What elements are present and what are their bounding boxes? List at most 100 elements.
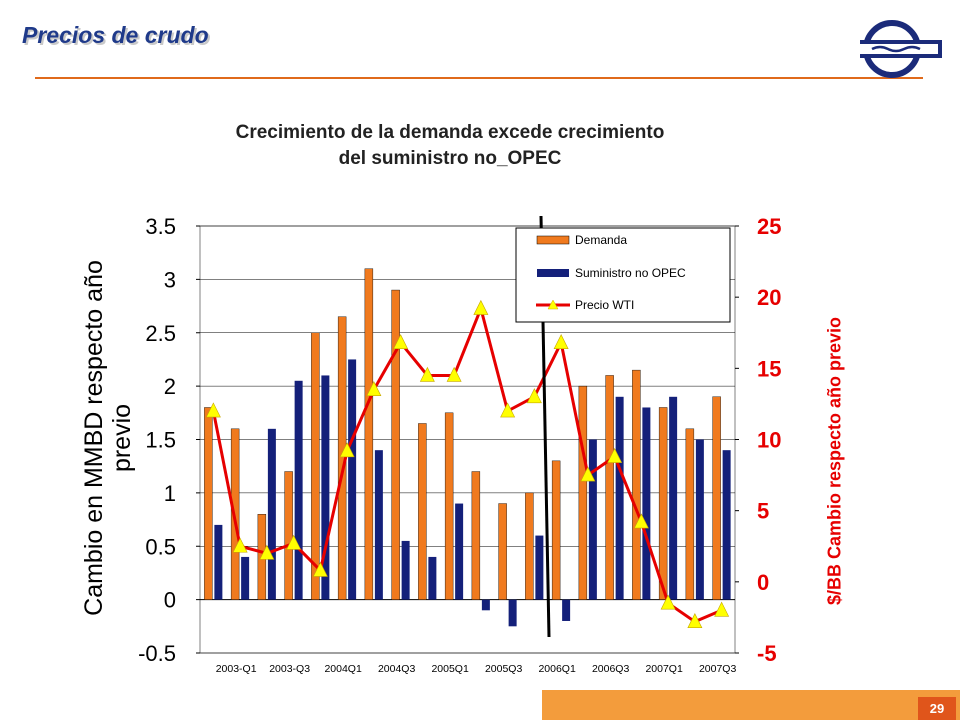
chart-title-line-1: Crecimiento de la demanda excede crecimi… bbox=[235, 122, 665, 143]
price-marker bbox=[366, 381, 382, 396]
x-tick-label: 2007Q3 bbox=[699, 663, 737, 675]
legend-label-precio: Precio WTI bbox=[575, 298, 634, 312]
x-tick-label: 2007Q1 bbox=[645, 663, 683, 675]
price-marker bbox=[312, 561, 328, 577]
price-marker bbox=[687, 613, 703, 628]
price-marker bbox=[500, 402, 516, 418]
x-tick-label: 2005Q1 bbox=[431, 663, 469, 675]
price-marker bbox=[232, 537, 248, 553]
right-axis: 25 20 15 10 5 0 -5 bbox=[735, 214, 781, 666]
bar-demanda bbox=[525, 492, 534, 600]
bar-demanda bbox=[658, 407, 668, 600]
bar-suministro bbox=[562, 599, 571, 621]
bar-demanda bbox=[712, 396, 721, 600]
legend-marker-precio bbox=[547, 299, 559, 310]
x-tick-label: 2003-Q1 bbox=[216, 663, 257, 675]
price-marker bbox=[419, 366, 435, 382]
bar-demanda bbox=[284, 471, 293, 600]
bar-demanda bbox=[578, 385, 588, 600]
bar-suministro bbox=[669, 396, 678, 600]
legend-label-demanda: Demanda bbox=[575, 233, 627, 247]
bar-demanda bbox=[444, 412, 454, 600]
x-axis: 2003-Q1 2003-Q3 2004Q1 2004Q3 2005Q1 2005Q3 20… bbox=[216, 663, 737, 675]
legend-swatch-suministro bbox=[537, 269, 569, 277]
price-marker bbox=[473, 299, 489, 315]
x-tick-label: 2005Q3 bbox=[485, 663, 523, 675]
x-tick-label: 2006Q3 bbox=[592, 663, 630, 675]
bar-demanda bbox=[204, 407, 213, 600]
bar-suministro bbox=[294, 380, 303, 600]
price-marker bbox=[580, 466, 596, 482]
bar-suministro bbox=[615, 396, 624, 600]
price-marker bbox=[526, 388, 542, 404]
left-tick-label: -0.5 bbox=[138, 641, 176, 666]
bar-demanda bbox=[685, 428, 695, 600]
left-tick-label: 3 bbox=[164, 267, 176, 292]
legend-swatch-demanda bbox=[536, 235, 570, 245]
title-rule bbox=[35, 77, 923, 79]
price-marker bbox=[339, 442, 355, 458]
bar-demanda bbox=[632, 369, 641, 600]
bar-suministro bbox=[642, 407, 651, 600]
bar-demanda bbox=[418, 423, 427, 600]
x-tick-label: 2004Q1 bbox=[324, 663, 362, 675]
left-tick-label: 2.5 bbox=[145, 321, 176, 346]
right-tick-label: 15 bbox=[757, 356, 781, 381]
bar-suministro bbox=[321, 375, 330, 600]
price-marker bbox=[660, 594, 676, 610]
bar-demanda bbox=[551, 460, 561, 600]
left-tick-label: 1.5 bbox=[145, 428, 176, 453]
price-marker bbox=[259, 544, 275, 560]
bar-suministro bbox=[214, 524, 223, 600]
footer-bar bbox=[542, 690, 960, 720]
bars bbox=[204, 268, 731, 627]
bar-suministro bbox=[508, 599, 517, 627]
bar-suministro bbox=[374, 450, 383, 600]
bar-suministro bbox=[428, 556, 437, 600]
page-number: 29 bbox=[918, 697, 956, 720]
bar-suministro bbox=[455, 503, 464, 600]
bar-demanda bbox=[498, 503, 507, 600]
right-tick-label: 10 bbox=[757, 428, 781, 453]
left-tick-label: 1 bbox=[164, 481, 176, 506]
right-tick-label: 20 bbox=[757, 285, 781, 310]
right-tick-label: 25 bbox=[757, 214, 781, 239]
bar-suministro bbox=[695, 439, 704, 600]
left-tick-label: 2 bbox=[164, 374, 176, 399]
bar-demanda bbox=[605, 375, 614, 600]
bar-suministro bbox=[348, 359, 357, 600]
left-tick-label: 0 bbox=[164, 588, 176, 613]
bar-demanda bbox=[391, 289, 400, 600]
bar-suministro bbox=[481, 599, 490, 611]
company-logo bbox=[860, 20, 942, 78]
price-marker bbox=[393, 334, 409, 350]
price-marker bbox=[205, 402, 221, 418]
bar-suministro bbox=[535, 535, 544, 600]
bar-suministro bbox=[401, 540, 410, 600]
bar-suministro bbox=[588, 439, 597, 600]
left-tick-label: 3.5 bbox=[145, 214, 176, 239]
price-marker bbox=[607, 447, 623, 463]
price-marker bbox=[633, 513, 649, 529]
x-tick-label: 2006Q1 bbox=[538, 663, 576, 675]
right-tick-label: 0 bbox=[757, 570, 769, 595]
x-tick-label: 2004Q3 bbox=[378, 663, 416, 675]
slide-title: Precios de crudo bbox=[22, 22, 209, 48]
left-tick-label: 0.5 bbox=[145, 534, 176, 559]
bar-demanda bbox=[311, 332, 320, 600]
bar-demanda bbox=[364, 268, 374, 600]
left-axis: 3.5 3 2.5 2 1.5 1 0.5 0 -0.5 bbox=[138, 214, 200, 666]
chart-title-line-2: del suministro no_OPEC bbox=[338, 148, 562, 169]
price-marker bbox=[553, 334, 569, 350]
right-tick-label: -5 bbox=[757, 641, 777, 666]
price-marker bbox=[714, 601, 730, 617]
legend-label-suministro: Suministro no OPEC bbox=[575, 266, 686, 280]
right-tick-label: 5 bbox=[757, 499, 769, 524]
price-series bbox=[205, 299, 730, 628]
chart-title: Crecimiento de la demanda excede crecimi… bbox=[150, 120, 750, 172]
legend: Demanda Suministro no OPEC Precio WTI bbox=[515, 227, 731, 323]
price-marker bbox=[286, 534, 302, 550]
bar-suministro bbox=[241, 556, 250, 600]
x-tick-label: 2003-Q3 bbox=[269, 663, 310, 675]
